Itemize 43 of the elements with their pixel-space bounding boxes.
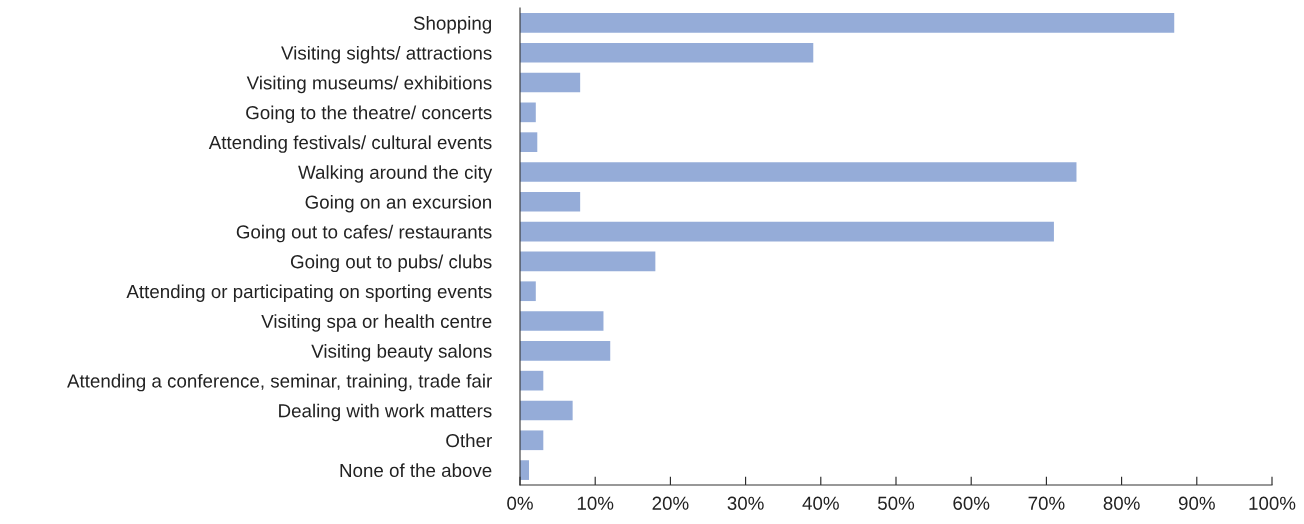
x-tick-label: 10% xyxy=(577,496,614,510)
y-tick-label: Walking around the city xyxy=(298,165,493,183)
x-tick-label: 90% xyxy=(1178,496,1215,510)
bar xyxy=(520,311,604,331)
y-tick-label: Shopping xyxy=(413,16,492,34)
bar xyxy=(520,162,1077,182)
bar xyxy=(520,341,611,361)
y-tick-label: None of the above xyxy=(340,463,492,478)
x-tick-label: 100% xyxy=(1249,496,1296,510)
x-tick-label: 80% xyxy=(1103,496,1140,510)
x-tick-label: 20% xyxy=(652,496,689,510)
y-tick-label: Visiting beauty salons xyxy=(311,344,492,362)
x-tick-label: 60% xyxy=(953,496,990,510)
bar xyxy=(520,102,536,123)
bar xyxy=(520,191,581,212)
y-tick-label: Attending festivals/ cultural events xyxy=(208,135,492,153)
x-tick-label: 30% xyxy=(727,496,764,510)
y-tick-label: Going on an excursion xyxy=(305,194,492,213)
y-tick-label: Going to the theatre/ concerts xyxy=(246,105,492,124)
y-tick-label: Attending a conference, seminar, training, trade fair xyxy=(67,373,492,392)
bar xyxy=(520,132,538,152)
bar xyxy=(520,400,573,421)
x-tick-label: 70% xyxy=(1028,496,1065,510)
bar xyxy=(520,72,581,93)
bar xyxy=(520,13,1175,33)
x-tick-label: 50% xyxy=(877,496,915,510)
bar xyxy=(520,221,1054,242)
x-tick-label: 0% xyxy=(507,496,533,510)
bar xyxy=(520,430,544,451)
y-tick-label: Dealing with work matters xyxy=(279,403,492,422)
y-tick-label: Going out to pubs/ clubs xyxy=(290,254,492,273)
y-tick-label: Going out to cafes/ restaurants xyxy=(236,224,492,243)
x-tick-label: 40% xyxy=(802,496,839,510)
y-tick-label: Visiting sights/ attractions xyxy=(281,45,492,64)
y-tick-label: Attending or participating on sporting events xyxy=(126,284,492,302)
bar xyxy=(520,460,530,480)
y-tick-label: Other xyxy=(446,433,492,448)
bar xyxy=(520,42,814,63)
bar xyxy=(520,281,536,302)
bar xyxy=(520,251,656,272)
y-tick-label: Visiting spa or health centre xyxy=(261,314,492,332)
bar xyxy=(520,370,544,391)
y-tick-label: Visiting museums/ exhibitions xyxy=(246,75,492,94)
